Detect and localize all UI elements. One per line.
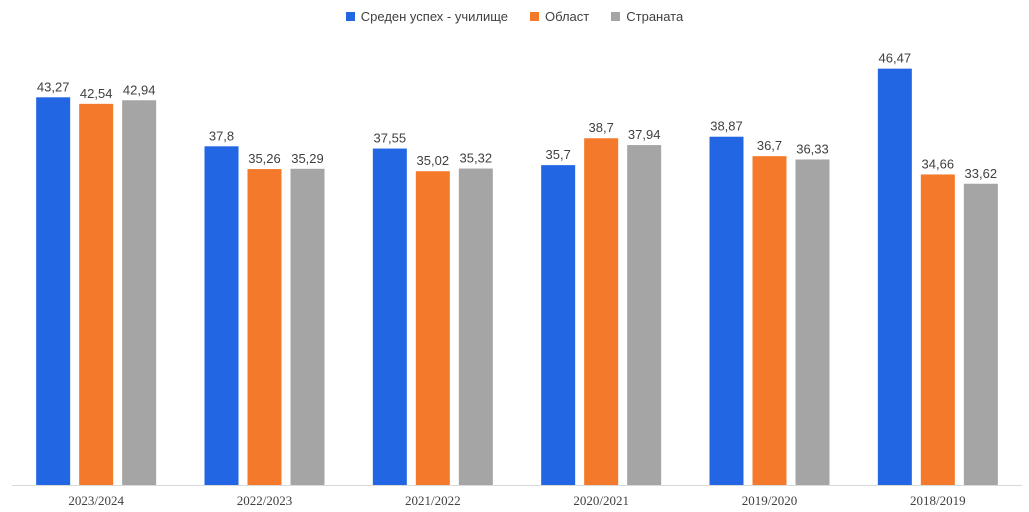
bar-0-5 [877, 68, 912, 486]
bar-1-1 [247, 169, 282, 485]
legend-item-school: Среден успех - училище [345, 9, 508, 24]
data-label-1-2: 35,02 [417, 153, 450, 168]
data-label-1-0: 42,54 [80, 86, 113, 101]
legend: Среден успех - училище Област Страната [0, 9, 1029, 24]
legend-label-country: Страната [626, 9, 684, 24]
data-label-0-1: 37,8 [209, 128, 234, 143]
data-label-0-0: 43,27 [37, 79, 70, 94]
data-label-0-5: 46,47 [879, 51, 912, 66]
data-label-2-3: 37,94 [628, 127, 661, 142]
category-label-5: 2018/2019 [910, 493, 966, 508]
data-label-2-0: 42,94 [123, 82, 156, 97]
bar-2-0 [122, 100, 157, 485]
bar-1-2 [415, 171, 450, 485]
bar-1-5 [920, 174, 955, 485]
data-label-0-3: 35,7 [546, 147, 571, 162]
category-label-0: 2023/2024 [68, 493, 124, 508]
category-label-2: 2021/2022 [405, 493, 461, 508]
category-label-1: 2022/2023 [237, 493, 293, 508]
bar-2-5 [963, 183, 998, 485]
category-label-4: 2019/2020 [742, 493, 798, 508]
legend-swatch-region [530, 12, 539, 21]
bar-1-0 [79, 103, 114, 485]
legend-swatch-school [345, 12, 355, 21]
legend-item-country: Страната [611, 9, 683, 24]
bar-2-1 [290, 168, 325, 485]
bar-2-3 [627, 145, 662, 485]
data-label-0-2: 37,55 [374, 131, 407, 146]
legend-swatch-country [611, 12, 621, 21]
data-label-0-4: 38,87 [710, 119, 743, 134]
data-label-1-4: 36,7 [757, 138, 782, 153]
bar-0-3 [541, 165, 576, 486]
data-label-2-1: 35,29 [291, 151, 324, 166]
legend-label-school: Среден успех - училище [360, 9, 508, 24]
bar-1-3 [584, 138, 619, 486]
data-label-1-5: 34,66 [922, 156, 955, 171]
bar-0-0 [36, 97, 71, 486]
data-label-2-5: 33,62 [965, 166, 998, 181]
data-label-2-2: 35,32 [460, 151, 493, 166]
legend-item-region: Област [530, 9, 589, 24]
bar-1-4 [752, 156, 787, 485]
bar-2-2 [458, 168, 493, 485]
bar-0-2 [372, 148, 407, 485]
legend-label-region: Област [545, 9, 590, 24]
bar-2-4 [795, 159, 830, 485]
bar-0-1 [204, 146, 239, 485]
data-label-1-3: 38,7 [589, 120, 614, 135]
category-label-3: 2020/2021 [573, 493, 629, 508]
data-label-1-1: 35,26 [248, 151, 281, 166]
bar-0-4 [709, 136, 744, 485]
data-label-2-4: 36,33 [796, 141, 829, 156]
